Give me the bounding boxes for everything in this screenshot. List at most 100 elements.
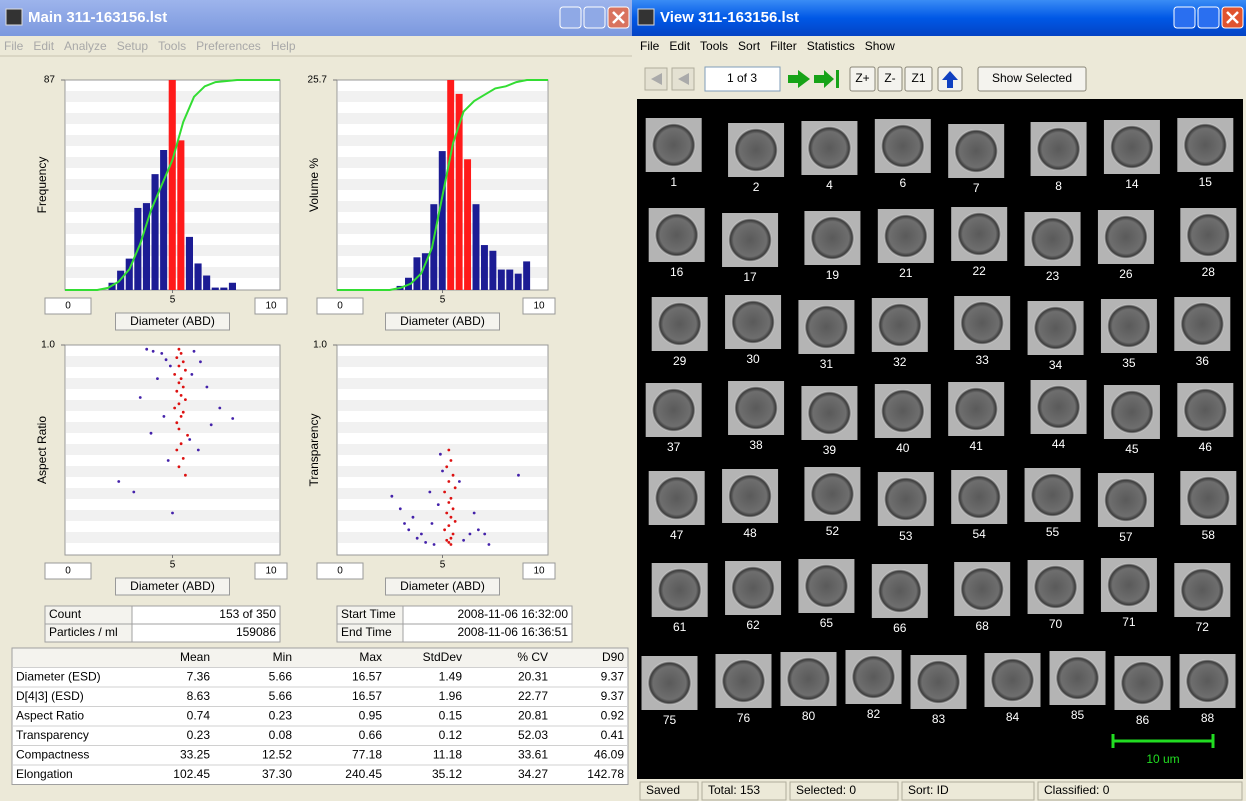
x-axis-label: Diameter (ABD) <box>130 579 215 593</box>
table-value: 16.57 <box>352 689 382 703</box>
maximize-button[interactable] <box>1198 7 1219 28</box>
scatter-point <box>139 396 142 399</box>
table-label: Particles / ml <box>49 625 118 639</box>
scatter-point <box>169 365 172 368</box>
particle-id: 16 <box>670 265 684 279</box>
histogram-bar <box>186 237 193 290</box>
plot-stripe <box>66 378 279 389</box>
table-value: 34.27 <box>518 767 548 781</box>
menu-item[interactable]: Help <box>271 39 296 53</box>
plot-stripe <box>66 422 279 433</box>
particle-cell <box>1186 659 1230 703</box>
menu-item[interactable]: Edit <box>669 39 690 53</box>
particle-cell <box>1186 213 1230 257</box>
column-header: % CV <box>517 650 548 664</box>
menu-item[interactable]: Preferences <box>196 39 261 53</box>
particle-cell <box>1110 390 1154 434</box>
menu-item[interactable]: Sort <box>738 39 761 53</box>
scatter-point <box>447 449 450 452</box>
table-value: 37.30 <box>262 767 292 781</box>
x-min-label: 0 <box>337 301 343 312</box>
menu-item[interactable]: Filter <box>770 39 797 53</box>
x-max-label: 10 <box>533 566 545 577</box>
status-text: Classified: 0 <box>1044 783 1110 797</box>
table-value: 2008-11-06 16:32:00 <box>457 607 568 621</box>
table-value: 0.95 <box>359 708 383 722</box>
status-text: Sort: ID <box>908 783 949 797</box>
table-value: 22.77 <box>518 689 548 703</box>
plot-stripe <box>338 378 547 389</box>
particle-id: 70 <box>1049 617 1063 631</box>
menu-item[interactable]: File <box>4 39 24 53</box>
scatter-point <box>431 522 434 525</box>
particle-id: 62 <box>746 618 760 632</box>
table-value: 0.92 <box>601 708 625 722</box>
particle-id: 36 <box>1196 354 1210 368</box>
particle-cell <box>1183 388 1227 432</box>
table-value: 240.45 <box>345 767 382 781</box>
app-icon <box>6 9 22 25</box>
menu-item[interactable]: File <box>640 39 660 53</box>
scatter-point <box>180 377 183 380</box>
scatter-point <box>182 386 185 389</box>
x-axis-label: Diameter (ABD) <box>400 579 485 593</box>
particle-id: 82 <box>867 707 881 721</box>
particle-id: 37 <box>667 440 681 454</box>
particle-cell <box>731 300 775 344</box>
histogram-bar <box>152 174 159 290</box>
table-value: 11.18 <box>433 747 462 761</box>
scatter-point <box>412 516 415 519</box>
scatter-point <box>483 533 486 536</box>
scatter-point <box>445 512 448 515</box>
scatter-point <box>399 507 402 510</box>
plot-stripe <box>338 91 547 102</box>
particle-cell <box>1107 563 1151 607</box>
y-axis-label: Frequency <box>35 157 49 214</box>
menu-item[interactable]: Tools <box>700 39 728 53</box>
table-value: 52.03 <box>518 728 548 742</box>
particle-cell <box>884 214 928 258</box>
minimize-button[interactable] <box>1174 7 1195 28</box>
table-value: 0.66 <box>359 728 383 742</box>
particle-cell <box>652 388 696 432</box>
table-value: 8.63 <box>187 689 211 703</box>
histogram-bar <box>464 159 471 290</box>
particle-id: 83 <box>932 712 946 726</box>
scatter-point <box>447 501 450 504</box>
column-header: Max <box>359 650 382 664</box>
menu-item[interactable]: Statistics <box>807 39 855 53</box>
menu-item[interactable]: Setup <box>117 39 149 53</box>
table-label: End Time <box>341 625 392 639</box>
particle-cell <box>734 386 778 430</box>
scatter-point <box>450 497 453 500</box>
scatter-point <box>178 402 181 405</box>
particle-id: 15 <box>1199 175 1213 189</box>
menu-item[interactable]: Edit <box>33 39 54 53</box>
maximize-button[interactable] <box>584 7 605 28</box>
scatter-point <box>152 350 155 353</box>
particle-cell <box>648 661 692 705</box>
scatter-point <box>156 377 159 380</box>
histogram-bar <box>160 150 167 290</box>
particle-cell <box>1186 476 1230 520</box>
x-axis-label: Diameter (ABD) <box>130 314 215 328</box>
scatter-point <box>428 491 431 494</box>
minimize-button[interactable] <box>560 7 581 28</box>
menu-item[interactable]: Analyze <box>64 39 107 53</box>
last-icon <box>836 70 839 88</box>
scatter-point <box>447 480 450 483</box>
scatter-point <box>452 533 455 536</box>
particle-cell <box>655 476 699 520</box>
y-tick-label: 87 <box>44 75 56 86</box>
particle-id: 23 <box>1046 269 1060 283</box>
menu-item[interactable]: Show <box>865 39 895 53</box>
particle-id: 86 <box>1136 713 1150 727</box>
y-axis-label: Aspect Ratio <box>35 416 49 484</box>
table-label: Start Time <box>341 607 396 621</box>
particle-id: 54 <box>973 527 987 541</box>
y-tick-label: 1.0 <box>41 340 55 351</box>
menu-item[interactable]: Tools <box>158 39 186 53</box>
scatter-point <box>210 423 213 426</box>
scatter-point <box>443 491 446 494</box>
scatter-point <box>452 507 455 510</box>
